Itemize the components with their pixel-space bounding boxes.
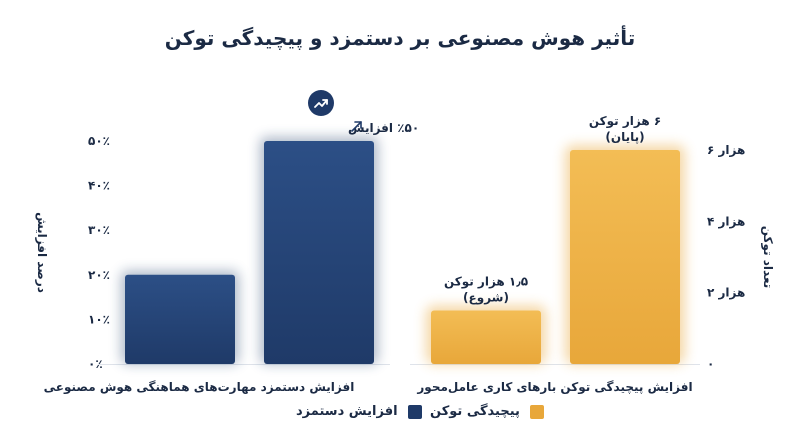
left-bar-annotation: ٪۵۰ افزایش	[348, 121, 419, 135]
right-y-tick-label: ۶ هزار	[707, 143, 745, 157]
trending-up-icon	[308, 90, 334, 116]
right-y-tick-label: ۴ هزار	[707, 214, 745, 228]
right-bar-annotation-line2: (پایان)	[605, 130, 644, 144]
legend-swatch-wage	[407, 404, 422, 419]
right-bar-annotation-line1: ۶ هزار توکن	[589, 114, 661, 129]
legend-label-wage: افزایش دستمزد	[296, 404, 398, 419]
left-y-axis-label: درصد افزایش	[35, 212, 49, 293]
legend: افزایش دستمزد پیچیدگی توکن	[0, 404, 800, 428]
left-y-tick-label: ۴۰٪	[88, 179, 110, 193]
right-bar	[570, 150, 680, 364]
trending-up-icon-line	[314, 99, 328, 108]
chart-title: تأثیر هوش مصنوعی بر دستمزد و پیچیدگی توک…	[164, 26, 636, 50]
left-y-tick-label: ۵۰٪	[88, 134, 110, 148]
right-bar-annotation-line2: (شروع)	[463, 291, 509, 306]
left-y-tick-label: ۱۰٪	[88, 312, 110, 326]
arrow-up-right-icon-head	[354, 121, 362, 129]
left-y-tick-label: ۰٪	[88, 357, 103, 371]
left-x-axis-label: افزایش دستمزد مهارت‌های هماهنگی هوش مصنو…	[44, 380, 355, 395]
legend-item-wage: افزایش دستمزد	[296, 404, 422, 419]
left-bar	[125, 274, 235, 364]
legend-swatch-token	[529, 404, 544, 419]
right-x-axis-label: افزایش پیچیدگی توکن بارهای کاری عامل‌محو…	[416, 380, 692, 395]
right-bar	[431, 310, 541, 364]
left-y-tick-label: ۲۰٪	[88, 268, 110, 282]
right-y-axis-label: تعداد توکن	[760, 226, 775, 288]
left-y-tick-label: ۳۰٪	[88, 223, 110, 237]
legend-label-token: پیچیدگی توکن	[430, 404, 520, 419]
right-bar-annotation-line1: ۱٫۵ هزار توکن	[444, 275, 528, 290]
trending-up-icon-arrow	[322, 99, 328, 105]
right-y-tick-label: ۲ هزار	[707, 286, 745, 300]
legend-item-token: پیچیدگی توکن	[430, 404, 544, 419]
arrow-up-right-icon	[351, 121, 362, 132]
right-y-tick-label: ۰	[707, 357, 714, 371]
left-bar	[264, 141, 374, 364]
